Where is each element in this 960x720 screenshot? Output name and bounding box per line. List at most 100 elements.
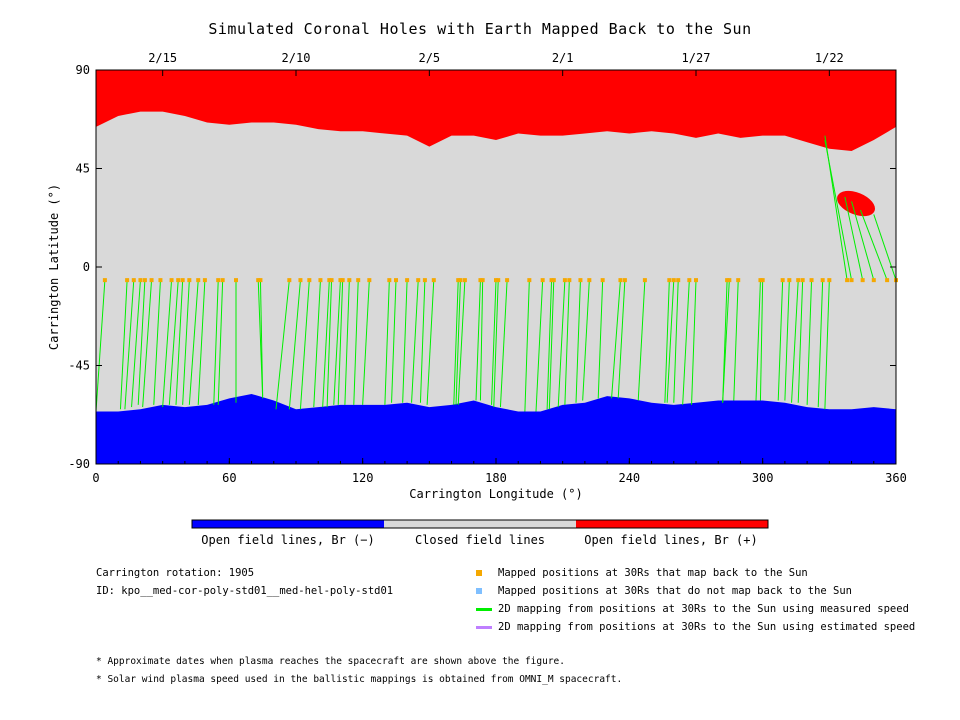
mapping-line: [499, 280, 508, 408]
mapped-point: [540, 278, 545, 283]
unmapped-square-icon: [476, 588, 482, 594]
mapped-point: [176, 278, 181, 283]
date-tick-label: 1/27: [682, 51, 711, 65]
y-tick-label: -90: [68, 457, 90, 471]
mapping-line: [275, 280, 290, 410]
mapped-point: [494, 278, 498, 283]
mapping-line: [313, 280, 321, 408]
mapping-line: [326, 280, 333, 408]
mapped-point: [820, 278, 825, 283]
mapping-line: [546, 280, 553, 410]
mapped-point: [551, 278, 556, 283]
mapped-point: [431, 278, 436, 283]
mapped-point: [329, 278, 334, 283]
mapped-point: [780, 278, 785, 283]
mapped-point: [394, 278, 398, 283]
mapped-point: [736, 278, 741, 283]
mapped-point: [462, 278, 467, 283]
x-tick-label: 0: [92, 471, 99, 485]
mapped-point: [196, 278, 201, 283]
mapping-line: [575, 280, 581, 403]
mapping-line: [217, 280, 224, 405]
mapping-line: [119, 280, 128, 410]
mapping-line: [162, 280, 173, 408]
note-speed: * Solar wind plasma speed used in the ba…: [96, 674, 623, 685]
page-title: Simulated Coronal Holes with Earth Mappe…: [208, 20, 752, 38]
y-axis-label: Carrington Latitude (°): [47, 184, 61, 350]
mapping-line: [95, 280, 106, 412]
mapping-line: [131, 280, 141, 408]
mapping-line: [611, 280, 621, 399]
mapping-line: [733, 280, 739, 401]
mapping-line: [564, 280, 570, 405]
mapping-line: [666, 280, 675, 403]
mapping-line: [362, 280, 370, 405]
x-tick-label: 300: [752, 471, 774, 485]
mapping-line: [137, 280, 146, 405]
mapped-point: [622, 278, 627, 283]
mapping-line: [824, 139, 853, 281]
mapped-point: [578, 278, 583, 283]
mapped-point: [787, 278, 792, 283]
mapping-line: [475, 280, 481, 401]
mapped-point: [618, 278, 623, 283]
x-tick-label: 360: [885, 471, 907, 485]
x-tick-label: 60: [222, 471, 236, 485]
mapped-point: [496, 278, 501, 283]
mapped-point: [845, 278, 850, 283]
mapping-line: [353, 280, 359, 405]
mapping-line: [259, 280, 264, 397]
measured-line-icon: [476, 608, 492, 611]
model-id-label: ID: kpo__med-cor-poly-std01__med-hel-pol…: [96, 585, 394, 597]
date-tick-label: 2/5: [418, 51, 440, 65]
x-tick-label: 120: [352, 471, 374, 485]
mapping-line: [493, 280, 499, 408]
mapping-line: [337, 280, 344, 405]
mapping-line: [824, 280, 830, 410]
date-tick-label: 2/15: [148, 51, 177, 65]
mapped-point: [600, 278, 605, 283]
mapping-line: [682, 280, 690, 405]
mapped-point: [169, 278, 174, 283]
mapped-point: [340, 278, 345, 283]
mapping-line: [457, 280, 466, 405]
mapping-line: [759, 280, 764, 401]
mapping-line: [777, 280, 784, 401]
mapped-point: [307, 278, 312, 283]
mapped-point: [480, 278, 485, 283]
date-tick-label: 2/10: [282, 51, 311, 65]
colorbar-frame: [191, 519, 769, 529]
mapping-line: [817, 280, 824, 408]
mapping-line: [548, 280, 555, 410]
mapped-point: [258, 278, 263, 283]
mapped-point: [347, 278, 352, 283]
mapping-line: [391, 280, 397, 403]
mapped-point: [142, 278, 147, 283]
mapped-point: [809, 278, 814, 283]
mapped-point: [422, 278, 427, 283]
mapping-line: [491, 280, 497, 405]
y-tick-label: 45: [76, 162, 90, 176]
mapping-line: [322, 280, 330, 408]
legend-label: Mapped positions at 30Rs that do not map…: [498, 585, 853, 597]
mapped-point: [760, 278, 765, 283]
colorbar-segment: [384, 520, 576, 528]
mapping-line: [859, 209, 888, 281]
mapped-point: [102, 278, 107, 283]
mapped-point: [256, 278, 261, 283]
mapping-line: [153, 280, 161, 405]
mapping-line: [168, 280, 179, 405]
carrington-rotation-label: Carrington rotation: 1905: [96, 567, 255, 579]
mapping-line: [797, 280, 804, 403]
mapping-line: [426, 280, 435, 405]
mapped-point: [202, 278, 207, 283]
mapped-point: [687, 278, 692, 283]
mapping-line: [691, 280, 697, 405]
mapped-point: [694, 278, 698, 283]
negative-open-field-region: [96, 393, 896, 464]
mapped-point: [562, 278, 567, 283]
mapping-line: [673, 280, 679, 403]
mapping-line: [453, 280, 459, 405]
y-tick-label: 90: [76, 63, 90, 77]
